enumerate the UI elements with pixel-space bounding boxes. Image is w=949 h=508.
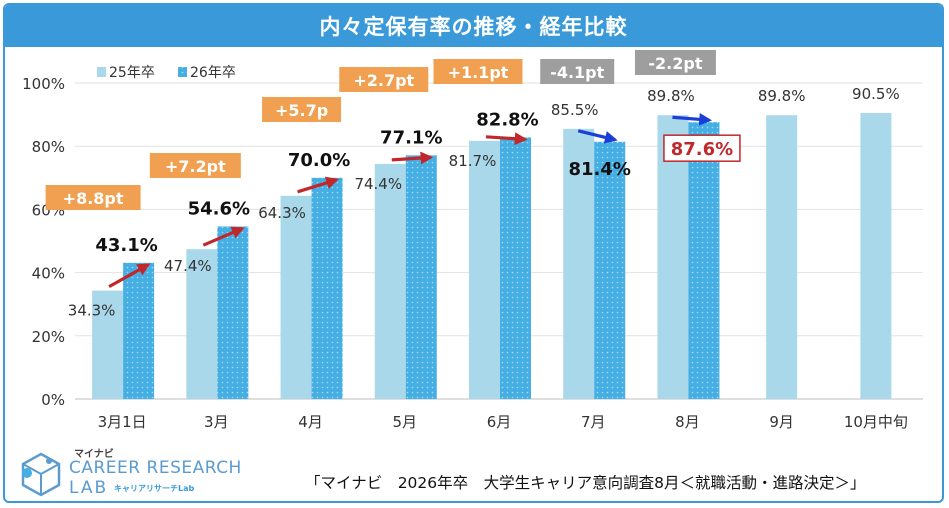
data-label-26: 43.1% (95, 235, 157, 256)
change-badge (262, 97, 342, 122)
data-label-25: 64.3% (258, 204, 306, 222)
change-badge (433, 59, 523, 84)
data-label-25: 81.7% (449, 152, 497, 170)
cube-logo-icon (21, 452, 61, 497)
legend: 25年卒 26年卒 (97, 65, 236, 81)
data-label-26: 82.8% (476, 109, 538, 130)
bar-26 (688, 122, 720, 400)
increase-arrow-icon (485, 132, 528, 146)
data-label-25: 74.4% (354, 175, 402, 193)
career-research-lab-logo: マイナビ CAREER RESEARCH LAB キャリアリサーチLab (19, 445, 249, 501)
increase-arrow-icon (391, 151, 434, 165)
change-badge (149, 153, 241, 178)
data-label-26: 54.6% (188, 198, 250, 219)
data-label-26: 81.4% (568, 159, 630, 180)
x-tick-label: 10月中旬 (844, 413, 908, 431)
logo-name-line2: LAB (69, 478, 109, 498)
bar-26 (123, 262, 155, 399)
logo-name-line1: CAREER RESEARCH (69, 458, 242, 478)
y-tick-label: 20% (32, 328, 65, 346)
bar-25 (374, 163, 406, 399)
data-labels: 34.3% 43.1% 47.4% 54.6% 64.3% 70.0%74.4% 77.1%… (68, 85, 900, 320)
bar-25 (469, 140, 500, 399)
data-label-25: 89.8% (647, 87, 695, 105)
data-label-25: 90.5% (852, 85, 900, 103)
bar-26 (217, 226, 249, 399)
legend-swatch-26 (178, 67, 187, 77)
data-label-25: 47.4% (164, 257, 212, 275)
y-tick-label: 100% (22, 75, 65, 93)
chart-frame: 内々定保有率の推移・経年比較 0% 20% 40% 60% 80% 100% 3月1日 3月… (3, 3, 944, 503)
data-label-26: 87.6% (671, 139, 733, 160)
change-badge-label: +7.2pt (165, 157, 226, 176)
bar-25 (860, 113, 892, 400)
change-badge-label: +5.7p (275, 101, 328, 120)
chart-canvas: 0%20%40%60%80%100% 3月1日 3月 4月 5月 6月 7月 8月 9月 10月… (22, 50, 923, 431)
change-badge-label: +8.8pt (63, 189, 124, 208)
logo-subtitle: キャリアリサーチLab (114, 484, 195, 493)
source-note: 「マイナビ 2026年卒 大学生キャリア意向調査8月＜就職活動・進路決定＞」 (305, 474, 866, 492)
decrease-arrow-icon (577, 129, 618, 144)
change-badge-label: -4.1pt (550, 63, 604, 82)
y-axis: 0%20%40%60%80%100% (22, 75, 65, 409)
x-tick-label: 5月 (393, 413, 418, 431)
x-axis: 3月1日 3月 4月 5月 6月 7月 8月 9月 10月中旬 (98, 413, 908, 431)
bar-25 (657, 115, 689, 400)
bars (92, 113, 892, 400)
data-label-25: 34.3% (68, 302, 116, 320)
increase-arrow-icon (202, 226, 245, 247)
change-badge-label: +1.1pt (448, 63, 509, 82)
bar-25 (92, 290, 124, 399)
data-label-25: 85.5% (551, 101, 599, 119)
x-tick-label: 3月 (204, 413, 229, 431)
bar-25 (280, 195, 312, 399)
y-tick-label: 40% (32, 265, 65, 283)
change-badge (540, 59, 615, 84)
data-label-26: 70.0% (288, 150, 350, 171)
bar-25 (186, 249, 218, 399)
logo-brand: マイナビ (74, 449, 114, 460)
increase-arrow-icon (297, 176, 340, 194)
bar-26 (500, 137, 531, 400)
change-badge-label: +2.7pt (353, 71, 414, 90)
increase-arrow-icon (108, 263, 151, 289)
legend-label-26: 26年卒 (190, 65, 236, 81)
x-tick-label: 6月 (487, 413, 512, 431)
decrease-arrow-icon (672, 112, 712, 126)
change-badge (339, 67, 429, 92)
change-badge (634, 50, 716, 75)
y-tick-label: 0% (41, 391, 65, 409)
annotations: +8.8pt +7.2pt +5.7p +2.7pt +1.1pt -4.1pt -2.2p… (45, 50, 716, 289)
y-tick-label: 80% (32, 138, 65, 156)
data-label-26: 77.1% (380, 127, 442, 148)
bar-25 (563, 128, 595, 399)
legend-label-25: 25年卒 (109, 65, 155, 81)
x-tick-label: 9月 (769, 413, 794, 431)
change-badge (45, 185, 141, 210)
legend-swatch-25 (97, 67, 106, 77)
x-tick-label: 3月1日 (98, 413, 147, 431)
chart-title: 内々定保有率の推移・経年比較 (5, 5, 942, 47)
bar-26 (311, 177, 343, 399)
highlight-box (663, 134, 741, 162)
x-tick-label: 8月 (675, 413, 700, 431)
change-badge-label: -2.2pt (648, 54, 702, 73)
x-tick-label: 4月 (298, 413, 323, 431)
data-label-25: 89.8% (758, 87, 806, 105)
bar-26 (405, 155, 437, 399)
x-tick-label: 7月 (581, 413, 606, 431)
bar-25 (766, 115, 798, 400)
bar-26 (594, 141, 626, 399)
